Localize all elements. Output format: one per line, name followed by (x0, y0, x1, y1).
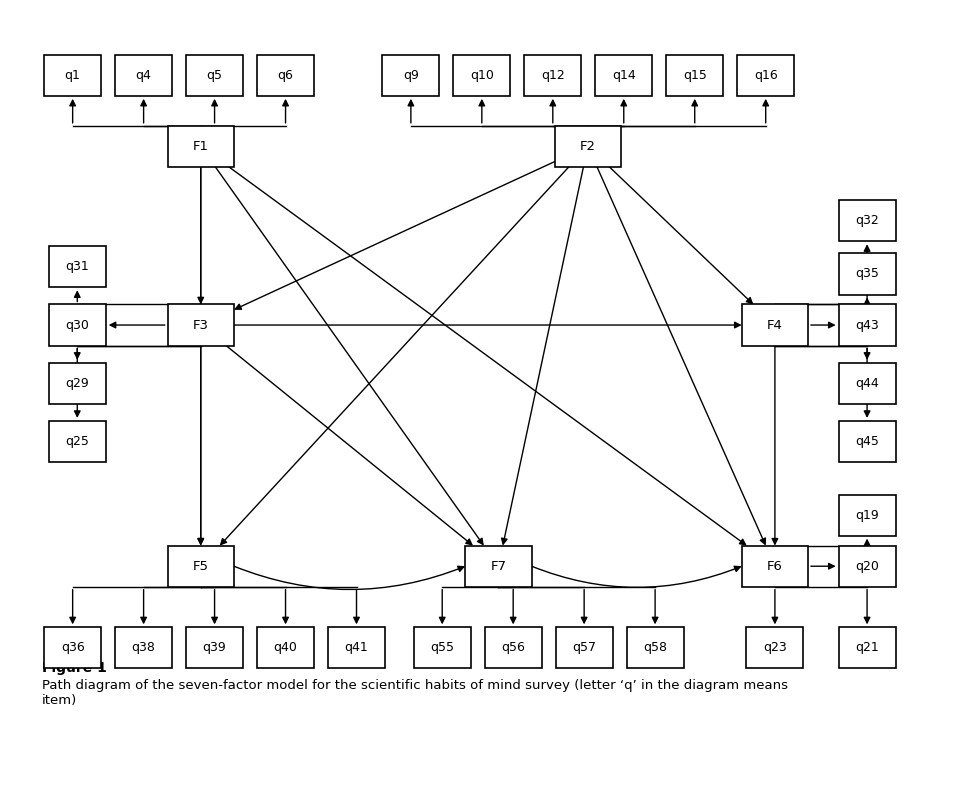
Bar (838, 495, 896, 536)
FancyArrowPatch shape (198, 167, 204, 303)
FancyArrowPatch shape (597, 167, 765, 544)
Bar (257, 627, 314, 669)
Text: q16: q16 (754, 69, 778, 82)
Bar (666, 55, 723, 96)
FancyArrowPatch shape (234, 566, 464, 590)
FancyArrowPatch shape (610, 167, 753, 304)
Text: F1: F1 (193, 139, 208, 153)
FancyArrowPatch shape (227, 346, 471, 544)
Bar (466, 546, 532, 587)
Text: q19: q19 (855, 508, 879, 522)
Text: q15: q15 (683, 69, 707, 82)
Text: Path diagram of the seven-factor model for the scientific habits of mind survey : Path diagram of the seven-factor model f… (42, 680, 788, 693)
Bar (44, 627, 101, 669)
Text: q4: q4 (135, 69, 152, 82)
Text: q6: q6 (277, 69, 294, 82)
Text: q38: q38 (132, 642, 156, 654)
Bar (257, 55, 314, 96)
FancyArrowPatch shape (772, 346, 778, 544)
Bar (453, 55, 511, 96)
Text: F5: F5 (193, 559, 208, 573)
Text: F7: F7 (491, 559, 507, 573)
FancyArrowPatch shape (234, 322, 740, 328)
Text: q23: q23 (763, 642, 787, 654)
Text: F3: F3 (193, 319, 208, 332)
Text: q43: q43 (855, 319, 879, 332)
Bar (556, 627, 612, 669)
Bar (49, 304, 106, 346)
Text: q39: q39 (203, 642, 227, 654)
FancyArrowPatch shape (221, 167, 569, 544)
Bar (328, 627, 385, 669)
Text: q21: q21 (855, 642, 879, 654)
Text: q35: q35 (855, 268, 879, 281)
Bar (485, 627, 541, 669)
Bar (838, 546, 896, 587)
Text: q57: q57 (572, 642, 596, 654)
Text: item): item) (42, 693, 78, 707)
Bar (838, 253, 896, 295)
Bar (595, 55, 653, 96)
FancyArrowPatch shape (215, 167, 483, 544)
Text: q5: q5 (206, 69, 223, 82)
Text: q25: q25 (65, 435, 89, 448)
Bar (115, 627, 172, 669)
Text: q31: q31 (65, 261, 89, 273)
Text: q36: q36 (60, 642, 84, 654)
Bar (746, 627, 804, 669)
Text: q45: q45 (855, 435, 879, 448)
Text: q40: q40 (274, 642, 298, 654)
Bar (737, 55, 794, 96)
Text: Figure 1: Figure 1 (42, 661, 108, 675)
Text: q30: q30 (65, 319, 89, 332)
Bar (555, 126, 621, 167)
Text: F4: F4 (767, 319, 782, 332)
FancyArrowPatch shape (198, 167, 204, 544)
Bar (838, 363, 896, 404)
Bar (44, 55, 101, 96)
FancyArrowPatch shape (532, 566, 740, 587)
Text: F6: F6 (767, 559, 782, 573)
Bar (168, 126, 234, 167)
Text: q55: q55 (430, 642, 454, 654)
Bar (742, 304, 808, 346)
Text: q14: q14 (612, 69, 636, 82)
Text: q41: q41 (345, 642, 369, 654)
Bar (382, 55, 440, 96)
Bar (168, 546, 234, 587)
Bar (49, 421, 106, 462)
Text: q12: q12 (540, 69, 564, 82)
Text: q58: q58 (643, 642, 667, 654)
Bar (838, 627, 896, 669)
Bar (838, 304, 896, 346)
Bar (115, 55, 172, 96)
Text: q44: q44 (855, 377, 879, 390)
FancyArrowPatch shape (198, 346, 204, 544)
Bar (49, 246, 106, 288)
Bar (168, 304, 234, 346)
Bar (838, 421, 896, 462)
FancyArrowPatch shape (501, 167, 584, 544)
FancyArrowPatch shape (228, 167, 746, 544)
Bar (838, 200, 896, 241)
Bar (186, 627, 243, 669)
Bar (524, 55, 582, 96)
Text: q32: q32 (855, 214, 879, 227)
Text: q29: q29 (65, 377, 89, 390)
Text: q10: q10 (469, 69, 493, 82)
FancyArrowPatch shape (235, 162, 555, 309)
Text: q20: q20 (855, 559, 879, 573)
Bar (742, 546, 808, 587)
Text: q1: q1 (64, 69, 81, 82)
Bar (627, 627, 684, 669)
Bar (49, 363, 106, 404)
Bar (186, 55, 243, 96)
Text: F2: F2 (580, 139, 596, 153)
Text: q9: q9 (403, 69, 419, 82)
Text: q56: q56 (501, 642, 525, 654)
Bar (414, 627, 470, 669)
